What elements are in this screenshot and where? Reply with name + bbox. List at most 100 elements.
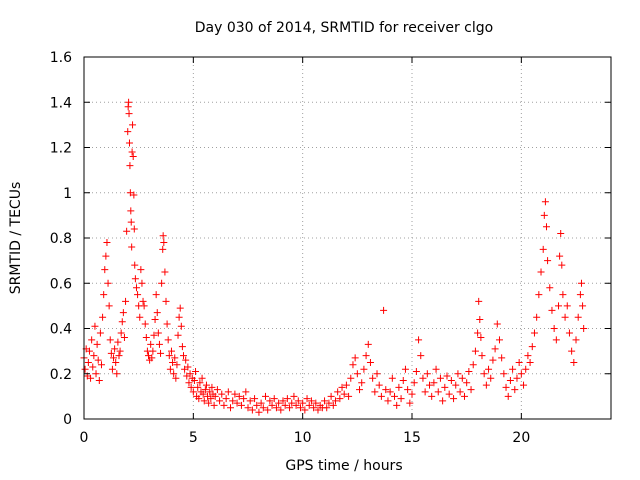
data-point [248, 406, 256, 414]
data-point [482, 381, 490, 389]
data-point [281, 401, 289, 409]
data-point [550, 325, 558, 332]
data-point [574, 313, 582, 321]
data-point [526, 358, 534, 366]
data-point [366, 358, 374, 366]
data-point [179, 352, 187, 360]
data-point [170, 370, 178, 378]
data-point [393, 401, 401, 409]
data-point [288, 399, 296, 407]
data-point [364, 340, 372, 348]
data-point [307, 397, 315, 405]
y-tick-label: 1.4 [50, 95, 72, 111]
data-point [539, 245, 547, 253]
data-point [548, 306, 556, 314]
data-point [544, 257, 552, 265]
data-point [111, 345, 119, 353]
data-point [436, 374, 444, 382]
data-point [495, 336, 503, 344]
data-point [391, 392, 399, 400]
data-point [194, 383, 202, 391]
data-point [88, 336, 96, 344]
x-tick-label: 0 [80, 430, 89, 446]
data-point [432, 365, 440, 373]
grid [84, 57, 611, 419]
data-point [515, 358, 523, 366]
data-point [542, 223, 550, 231]
data-point [216, 397, 224, 405]
data-point [186, 370, 194, 378]
data-point [96, 329, 104, 337]
data-point [500, 370, 508, 378]
data-point [97, 361, 105, 369]
data-point [127, 218, 135, 226]
data-point [132, 284, 140, 292]
data-point [159, 232, 167, 240]
data-point [104, 279, 112, 287]
data-point [114, 338, 122, 346]
data-point [384, 397, 392, 405]
x-tick-label: 5 [189, 430, 198, 446]
data-point [421, 388, 429, 396]
data-point [386, 388, 394, 396]
data-point [480, 370, 488, 378]
data-point [535, 291, 543, 299]
data-point [99, 313, 107, 321]
data-point [487, 374, 495, 382]
data-point [572, 336, 580, 344]
data-point [149, 347, 157, 355]
data-point [498, 354, 506, 362]
data-point [113, 370, 121, 378]
y-tick-label: 1 [63, 186, 72, 202]
data-point [173, 361, 181, 369]
data-point [147, 340, 155, 348]
data-point [312, 399, 320, 407]
data-point [524, 352, 532, 360]
data-point [360, 365, 368, 373]
data-point [220, 401, 228, 409]
data-point [91, 322, 99, 330]
data-point [123, 227, 131, 235]
data-point [469, 361, 477, 369]
data-point [565, 329, 573, 337]
data-point [303, 395, 311, 403]
data-point [522, 365, 530, 373]
data-point [377, 392, 385, 400]
data-point [349, 361, 357, 369]
x-axis-label: GPS time / hours [285, 458, 402, 474]
data-point [117, 329, 125, 337]
data-point [190, 377, 198, 385]
data-point [89, 363, 97, 371]
data-point [178, 343, 186, 351]
data-point [412, 367, 420, 375]
data-point [467, 386, 475, 394]
data-point [235, 392, 243, 400]
data-point [90, 352, 98, 360]
data-point [177, 322, 185, 330]
data-point [118, 318, 126, 326]
data-point [380, 306, 388, 314]
data-point [202, 381, 210, 389]
data-point [84, 358, 92, 366]
data-point [428, 392, 436, 400]
data-point [506, 377, 514, 385]
x-tick-label: 10 [294, 430, 312, 446]
data-point [323, 404, 331, 412]
data-point [513, 374, 521, 382]
data-point [264, 406, 272, 414]
data-point [102, 252, 110, 260]
data-point [81, 365, 89, 373]
data-point [556, 252, 564, 260]
data-point [517, 370, 525, 378]
data-point [558, 261, 566, 269]
data-point [347, 374, 355, 382]
data-point [555, 302, 563, 310]
data-point [142, 334, 150, 342]
data-point [576, 291, 584, 299]
data-point [272, 404, 280, 412]
data-point [224, 388, 232, 396]
data-point [294, 397, 302, 405]
data-point [426, 381, 434, 389]
data-point [141, 320, 149, 328]
data-point [126, 162, 134, 170]
